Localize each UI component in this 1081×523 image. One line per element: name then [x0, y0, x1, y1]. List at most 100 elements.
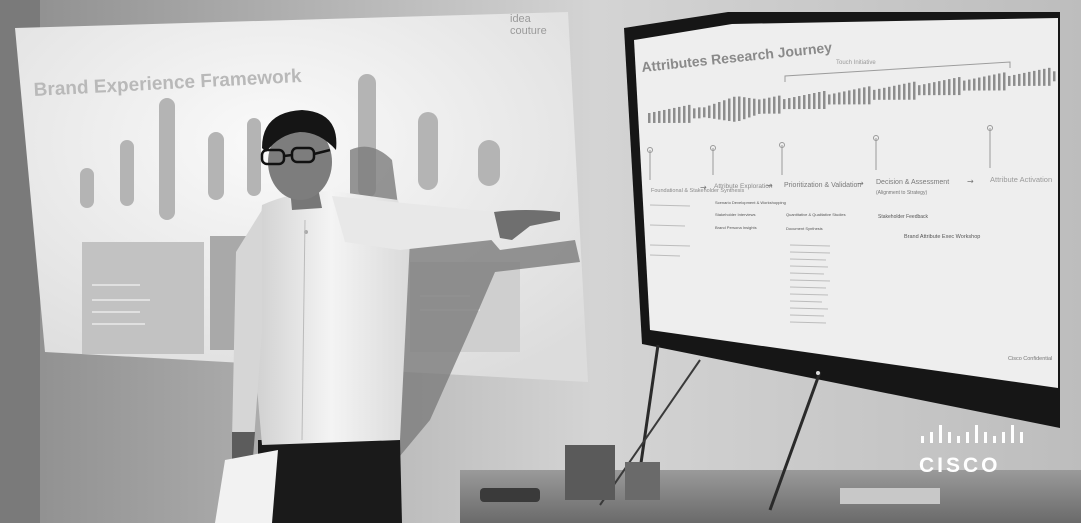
waveform-bar — [1008, 75, 1011, 86]
waveform-bar — [658, 110, 661, 123]
waveform-bar — [883, 87, 886, 100]
tv-exploration-item-1: Scenario Development & Workshopping — [715, 200, 786, 205]
waveform-bar — [1003, 72, 1006, 91]
tv-cable-3 — [599, 359, 701, 506]
presenter — [215, 110, 560, 523]
waveform-bar — [868, 86, 871, 105]
waveform-bar — [768, 97, 771, 114]
waveform-bar — [753, 98, 756, 116]
tv-footer: Cisco Confidential — [1008, 356, 1052, 362]
waveform-bar — [693, 108, 696, 119]
waveform-bar — [783, 99, 786, 110]
tv-stage-4-sub: (Alignment to Strategy) — [876, 190, 927, 196]
waveform-bar — [923, 84, 926, 96]
tv-cable-2 — [768, 371, 822, 511]
waveform-bar — [718, 102, 721, 120]
waveform-bar — [673, 107, 676, 123]
waveform-bar — [973, 78, 976, 91]
waveform-bar — [953, 78, 956, 96]
waveform-bar — [738, 96, 741, 121]
cisco-wordmark: CISCO — [919, 454, 1001, 477]
waveform-bar — [1023, 72, 1026, 86]
waveform-bar — [898, 84, 901, 100]
cisco-logo-bars — [921, 425, 1023, 443]
desk-box — [625, 462, 660, 500]
waveform-bar — [788, 98, 791, 110]
waveform-bar — [943, 80, 946, 96]
waveform-bar — [808, 94, 811, 110]
waveform-bar — [1038, 69, 1041, 86]
waveform-bar — [1053, 71, 1056, 82]
waveform-bar — [908, 82, 911, 100]
tv-exploration-item-2: Stakeholder Interviews — [715, 212, 755, 217]
tv-validation-item-2: Document Synthesis — [786, 226, 823, 231]
waveform-bar — [763, 98, 766, 114]
svg-text:→: → — [967, 177, 974, 186]
waveform-bar — [938, 81, 941, 96]
tv-stage-1: Foundational & Stakeholder Synthesis — [651, 188, 745, 194]
tv-monitor: Attributes Research Journey Touch Initia… — [599, 12, 1060, 511]
waveform-bar — [1048, 67, 1051, 86]
tv-waveform — [648, 67, 1056, 123]
waveform-bar — [988, 75, 991, 91]
waveform-bar — [948, 79, 951, 96]
waveform-bar — [813, 93, 816, 110]
waveform-bar — [918, 85, 921, 96]
waveform-bar — [983, 76, 986, 91]
waveform-bar — [1043, 68, 1046, 86]
tv-stage-4: Decision & Assessment — [876, 179, 949, 186]
waveform-bar — [848, 90, 851, 105]
waveform-bar — [833, 93, 836, 105]
waveform-bar — [993, 74, 996, 91]
waveform-bar — [678, 106, 681, 123]
waveform-bar — [998, 73, 1001, 91]
waveform-bar — [928, 83, 931, 96]
waveform-bar — [888, 86, 891, 100]
tv-power-led — [816, 371, 820, 375]
cisco-logo: CISCO — [919, 425, 1023, 477]
waveform-bar — [798, 96, 801, 110]
waveform-bar — [823, 90, 826, 109]
waveform-bar — [838, 92, 841, 105]
waveform-bar — [933, 82, 936, 96]
waveform-bar — [688, 104, 691, 123]
tv-arrows: → → → → — [700, 177, 974, 192]
slide-box-left — [82, 242, 204, 354]
waveform-bar — [1018, 73, 1021, 86]
svg-text:→: → — [857, 179, 864, 188]
tv-timeline-markers — [647, 125, 993, 180]
tv-exploration-item-3: Brand Persona Insights — [715, 225, 757, 230]
waveform-bar — [853, 89, 856, 105]
waveform-bar — [748, 97, 751, 118]
waveform-bar — [893, 85, 896, 100]
waveform-bar — [1013, 74, 1016, 86]
waveform-bar — [978, 77, 981, 91]
desk-device — [480, 488, 540, 502]
idea-couture-logo-line2: couture — [510, 25, 547, 37]
waveform-bar — [818, 92, 821, 109]
idea-couture-logo-line1: idea — [510, 13, 532, 25]
tv-bracket-label: Touch Initiative — [836, 60, 876, 66]
waveform-bar — [1028, 71, 1031, 86]
waveform-bar — [803, 95, 806, 110]
waveform-bar — [743, 97, 746, 120]
tv-cable-1 — [638, 344, 660, 471]
tv-stage-3: Prioritization & Validation — [784, 182, 861, 189]
waveform-bar — [708, 105, 711, 119]
waveform-bar — [913, 81, 916, 100]
waveform-bar — [733, 96, 736, 122]
table-surface — [460, 470, 1081, 523]
waveform-bar — [653, 111, 656, 123]
waveform-bar — [963, 80, 966, 91]
waveform-bar — [1033, 70, 1036, 86]
desk-power-strip — [840, 488, 940, 504]
waveform-bar — [703, 107, 706, 118]
tv-validation-item-1: Quantitative & Qualitative Studies — [786, 212, 846, 217]
svg-text:→: → — [766, 181, 773, 190]
waveform-bar — [648, 113, 651, 123]
waveform-bar — [843, 91, 846, 105]
waveform-bar — [668, 108, 671, 123]
waveform-bar — [958, 77, 961, 96]
